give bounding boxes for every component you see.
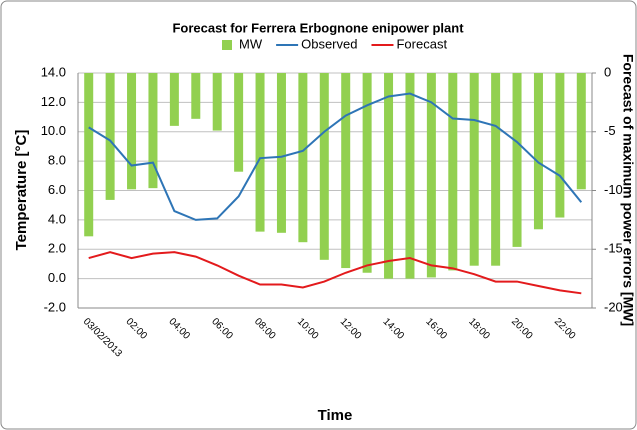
bar [298, 73, 308, 243]
legend-label: MW [239, 36, 263, 51]
y-tick-label: 10.0 [41, 123, 66, 138]
bar [169, 73, 179, 126]
y2-tick-label: 0 [604, 64, 611, 79]
bar [276, 73, 286, 233]
y2-axis-title: Forecast of maximum power errors [MW] [620, 54, 636, 326]
bar [234, 73, 244, 172]
y2-tick-label: -5 [604, 123, 616, 138]
line [88, 251, 582, 295]
chart-title: Forecast for Ferrera Erbognone enipower … [172, 20, 464, 35]
y-tick-label: 12.0 [41, 94, 66, 109]
y2-tick-label: -20 [604, 299, 623, 314]
bar [84, 73, 94, 237]
y-tick-label: 2.0 [48, 241, 66, 256]
legend-label: Observed [301, 36, 357, 51]
bar [469, 73, 479, 266]
legend-swatch [222, 40, 232, 50]
bar [405, 73, 415, 279]
bar [384, 73, 394, 279]
bar [512, 73, 522, 247]
bar [491, 73, 501, 266]
bar [426, 73, 436, 278]
bar [105, 73, 115, 200]
y-tick-label: 14.0 [41, 64, 66, 79]
bar [212, 73, 222, 131]
y-tick-label: 6.0 [48, 182, 66, 197]
y-tick-label: 8.0 [48, 153, 66, 168]
line [88, 92, 583, 221]
bar [362, 73, 372, 273]
bar [319, 73, 329, 260]
y-tick-label: -2.0 [44, 299, 66, 314]
y-axis-title: Temperature [°C] [13, 130, 30, 251]
bar [533, 73, 543, 230]
bar [127, 73, 137, 190]
bar [341, 73, 351, 269]
bar [255, 73, 265, 232]
y2-tick-label: -15 [604, 241, 623, 256]
legend-label: Forecast [396, 36, 447, 51]
bar [148, 73, 158, 189]
y2-tick-label: -10 [604, 182, 623, 197]
y-tick-label: 0.0 [48, 270, 66, 285]
bar [555, 73, 565, 218]
bar [576, 73, 586, 190]
bar [191, 73, 201, 119]
bar [448, 73, 458, 271]
y-tick-label: 4.0 [48, 211, 66, 226]
x-axis-title: Time [318, 407, 353, 424]
